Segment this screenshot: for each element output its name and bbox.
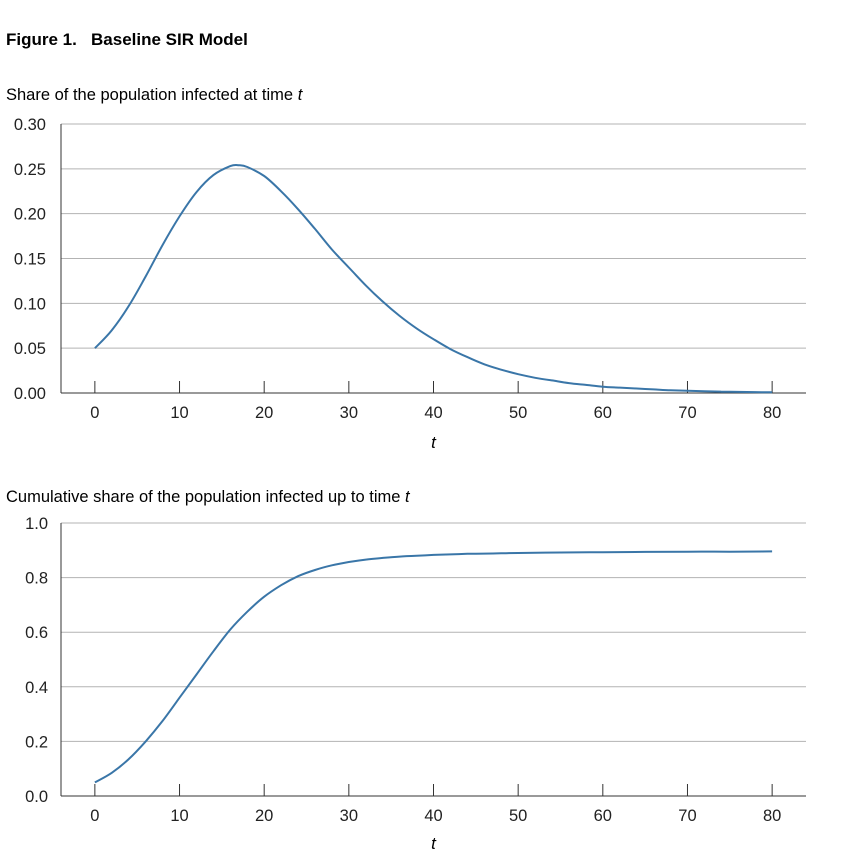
chart-2-x-tick-label: 40 (424, 807, 442, 825)
chart-1-x-tick-label: 0 (90, 404, 99, 422)
chart-1-y-tick-label: 0.15 (14, 251, 46, 269)
chart-1-y-tick-label: 0.20 (14, 206, 46, 224)
chart-1-x-tick-label: 10 (170, 404, 188, 422)
chart-1-x-tick-label: 50 (509, 404, 527, 422)
chart-1-x-tick-label: 70 (678, 404, 696, 422)
chart-2-x-tick-label: 30 (340, 807, 358, 825)
chart-1-y-tick-label: 0.00 (14, 385, 46, 403)
chart-2-x-tick-label: 80 (763, 807, 781, 825)
chart-1-x-tick-label: 20 (255, 404, 273, 422)
chart-2-x-axis-label: t (431, 834, 437, 853)
chart-1-title: Share of the population infected at time… (6, 86, 302, 105)
chart-1-title-variable: t (297, 86, 303, 104)
chart-2-y-tick-label: 0.6 (25, 624, 48, 642)
chart-2-y-tick-label: 1.0 (25, 515, 48, 533)
chart-1-y-tick-label: 0.10 (14, 295, 46, 313)
chart-2-x-tick-label: 10 (170, 807, 188, 825)
chart-1-x-tick-label: 40 (424, 404, 442, 422)
chart-2-y-tick-label: 0.4 (25, 679, 48, 697)
chart-1-y-tick-label: 0.25 (14, 161, 46, 179)
chart-1-title-text: Share of the population infected at time (6, 86, 294, 104)
chart-2-y-tick-label: 0.2 (25, 733, 48, 751)
chart-1-x-tick-label: 60 (594, 404, 612, 422)
chart-1-x-tick-label: 80 (763, 404, 781, 422)
figure-title: Figure 1. Baseline SIR Model (6, 30, 248, 49)
chart-1-y-tick-label: 0.30 (14, 116, 46, 134)
chart-2-title-text: Cumulative share of the population infec… (6, 488, 401, 506)
chart-2-x-tick-label: 0 (90, 807, 99, 825)
chart-1-series-line (94, 164, 773, 394)
chart-2-x-tick-label: 70 (678, 807, 696, 825)
chart-2-x-tick-label: 20 (255, 807, 273, 825)
chart-2-y-tick-label: 0.0 (25, 788, 48, 806)
chart-2-title: Cumulative share of the population infec… (6, 488, 410, 507)
chart-2-y-tick-label: 0.8 (25, 570, 48, 588)
chart-1-x-tick-label: 30 (340, 404, 358, 422)
chart-1-y-tick-label: 0.05 (14, 340, 46, 358)
chart-2-series-line (94, 550, 773, 784)
chart-2-x-tick-label: 50 (509, 807, 527, 825)
chart-2-x-tick-label: 60 (594, 807, 612, 825)
chart-1-x-axis-label: t (431, 433, 437, 452)
chart-2-title-variable: t (405, 488, 410, 506)
